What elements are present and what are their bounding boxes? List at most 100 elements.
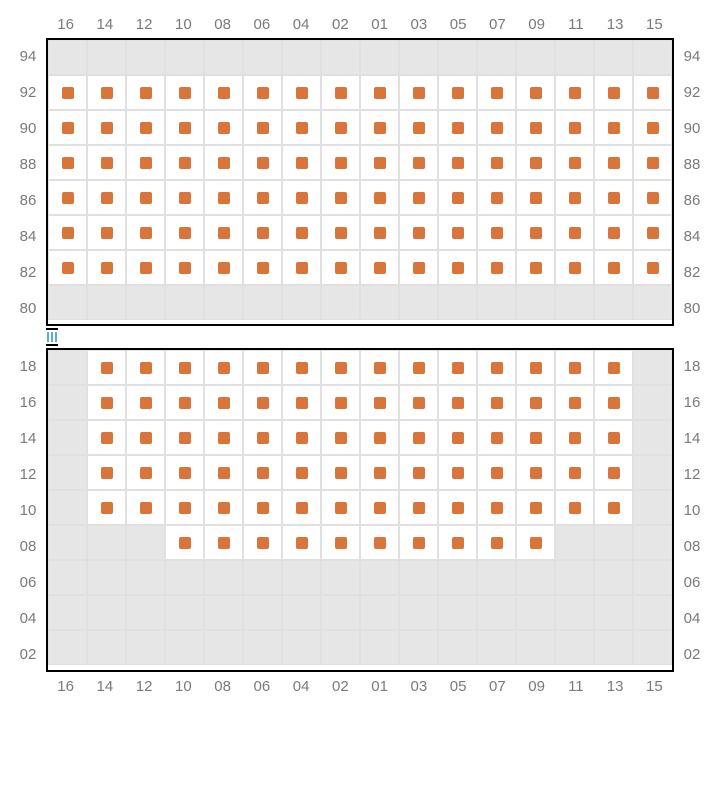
seat-cell[interactable] bbox=[477, 75, 516, 110]
seat-cell[interactable] bbox=[321, 75, 360, 110]
seat-cell[interactable] bbox=[399, 420, 438, 455]
seat-cell[interactable] bbox=[243, 455, 282, 490]
seat-cell[interactable] bbox=[243, 145, 282, 180]
seat-cell[interactable] bbox=[48, 110, 87, 145]
seat-cell[interactable] bbox=[477, 455, 516, 490]
seat-cell[interactable] bbox=[438, 250, 477, 285]
seat-cell[interactable] bbox=[360, 75, 399, 110]
seat-cell[interactable] bbox=[555, 420, 594, 455]
seat-cell[interactable] bbox=[516, 215, 555, 250]
seat-cell[interactable] bbox=[360, 350, 399, 385]
seat-cell[interactable] bbox=[321, 420, 360, 455]
seat-cell[interactable] bbox=[594, 215, 633, 250]
seat-cell[interactable] bbox=[477, 250, 516, 285]
seat-cell[interactable] bbox=[87, 350, 126, 385]
seat-cell[interactable] bbox=[516, 420, 555, 455]
seat-cell[interactable] bbox=[555, 215, 594, 250]
seat-cell[interactable] bbox=[204, 350, 243, 385]
seat-cell[interactable] bbox=[126, 145, 165, 180]
seat-cell[interactable] bbox=[204, 145, 243, 180]
seat-cell[interactable] bbox=[126, 180, 165, 215]
seat-cell[interactable] bbox=[633, 145, 672, 180]
seat-cell[interactable] bbox=[321, 350, 360, 385]
seat-cell[interactable] bbox=[516, 75, 555, 110]
seat-cell[interactable] bbox=[555, 350, 594, 385]
seat-cell[interactable] bbox=[204, 385, 243, 420]
seat-cell[interactable] bbox=[477, 145, 516, 180]
seat-cell[interactable] bbox=[594, 420, 633, 455]
seat-cell[interactable] bbox=[204, 455, 243, 490]
seat-cell[interactable] bbox=[594, 180, 633, 215]
seat-cell[interactable] bbox=[438, 215, 477, 250]
seat-cell[interactable] bbox=[204, 525, 243, 560]
seat-cell[interactable] bbox=[321, 385, 360, 420]
seat-cell[interactable] bbox=[321, 490, 360, 525]
seat-cell[interactable] bbox=[633, 250, 672, 285]
seat-cell[interactable] bbox=[282, 385, 321, 420]
seat-cell[interactable] bbox=[165, 385, 204, 420]
seat-cell[interactable] bbox=[360, 385, 399, 420]
seat-cell[interactable] bbox=[516, 385, 555, 420]
seat-cell[interactable] bbox=[282, 110, 321, 145]
seat-cell[interactable] bbox=[594, 385, 633, 420]
seat-cell[interactable] bbox=[477, 180, 516, 215]
seat-cell[interactable] bbox=[399, 490, 438, 525]
seat-cell[interactable] bbox=[477, 490, 516, 525]
seat-cell[interactable] bbox=[126, 110, 165, 145]
seat-cell[interactable] bbox=[204, 420, 243, 455]
seat-cell[interactable] bbox=[282, 490, 321, 525]
seat-cell[interactable] bbox=[165, 215, 204, 250]
seat-cell[interactable] bbox=[438, 75, 477, 110]
seat-cell[interactable] bbox=[438, 490, 477, 525]
seat-cell[interactable] bbox=[165, 525, 204, 560]
seat-cell[interactable] bbox=[321, 455, 360, 490]
seat-cell[interactable] bbox=[438, 525, 477, 560]
seat-cell[interactable] bbox=[165, 75, 204, 110]
seat-cell[interactable] bbox=[282, 420, 321, 455]
seat-cell[interactable] bbox=[633, 215, 672, 250]
seat-cell[interactable] bbox=[243, 385, 282, 420]
seat-cell[interactable] bbox=[399, 110, 438, 145]
seat-cell[interactable] bbox=[204, 110, 243, 145]
seat-cell[interactable] bbox=[555, 490, 594, 525]
seat-cell[interactable] bbox=[633, 110, 672, 145]
seat-cell[interactable] bbox=[516, 350, 555, 385]
seat-cell[interactable] bbox=[360, 455, 399, 490]
seat-cell[interactable] bbox=[48, 75, 87, 110]
seat-cell[interactable] bbox=[204, 490, 243, 525]
seat-cell[interactable] bbox=[360, 215, 399, 250]
seat-cell[interactable] bbox=[165, 110, 204, 145]
seat-cell[interactable] bbox=[243, 350, 282, 385]
seat-cell[interactable] bbox=[243, 420, 282, 455]
seat-cell[interactable] bbox=[438, 110, 477, 145]
seat-cell[interactable] bbox=[360, 250, 399, 285]
seat-cell[interactable] bbox=[438, 385, 477, 420]
seat-cell[interactable] bbox=[399, 385, 438, 420]
seat-cell[interactable] bbox=[594, 350, 633, 385]
seat-cell[interactable] bbox=[282, 145, 321, 180]
seat-cell[interactable] bbox=[87, 385, 126, 420]
seat-cell[interactable] bbox=[87, 490, 126, 525]
seat-cell[interactable] bbox=[594, 110, 633, 145]
seat-cell[interactable] bbox=[477, 110, 516, 145]
seat-cell[interactable] bbox=[516, 110, 555, 145]
seat-cell[interactable] bbox=[126, 215, 165, 250]
seat-cell[interactable] bbox=[360, 145, 399, 180]
seat-cell[interactable] bbox=[48, 180, 87, 215]
seat-cell[interactable] bbox=[243, 525, 282, 560]
seat-cell[interactable] bbox=[399, 75, 438, 110]
seat-cell[interactable] bbox=[594, 75, 633, 110]
seat-cell[interactable] bbox=[87, 420, 126, 455]
seat-cell[interactable] bbox=[594, 490, 633, 525]
seat-cell[interactable] bbox=[477, 420, 516, 455]
seat-cell[interactable] bbox=[399, 525, 438, 560]
seat-cell[interactable] bbox=[360, 180, 399, 215]
seat-cell[interactable] bbox=[516, 490, 555, 525]
seat-cell[interactable] bbox=[282, 75, 321, 110]
seat-cell[interactable] bbox=[516, 525, 555, 560]
seat-cell[interactable] bbox=[165, 180, 204, 215]
seat-cell[interactable] bbox=[243, 75, 282, 110]
seat-cell[interactable] bbox=[126, 75, 165, 110]
seat-cell[interactable] bbox=[633, 75, 672, 110]
seat-cell[interactable] bbox=[243, 490, 282, 525]
